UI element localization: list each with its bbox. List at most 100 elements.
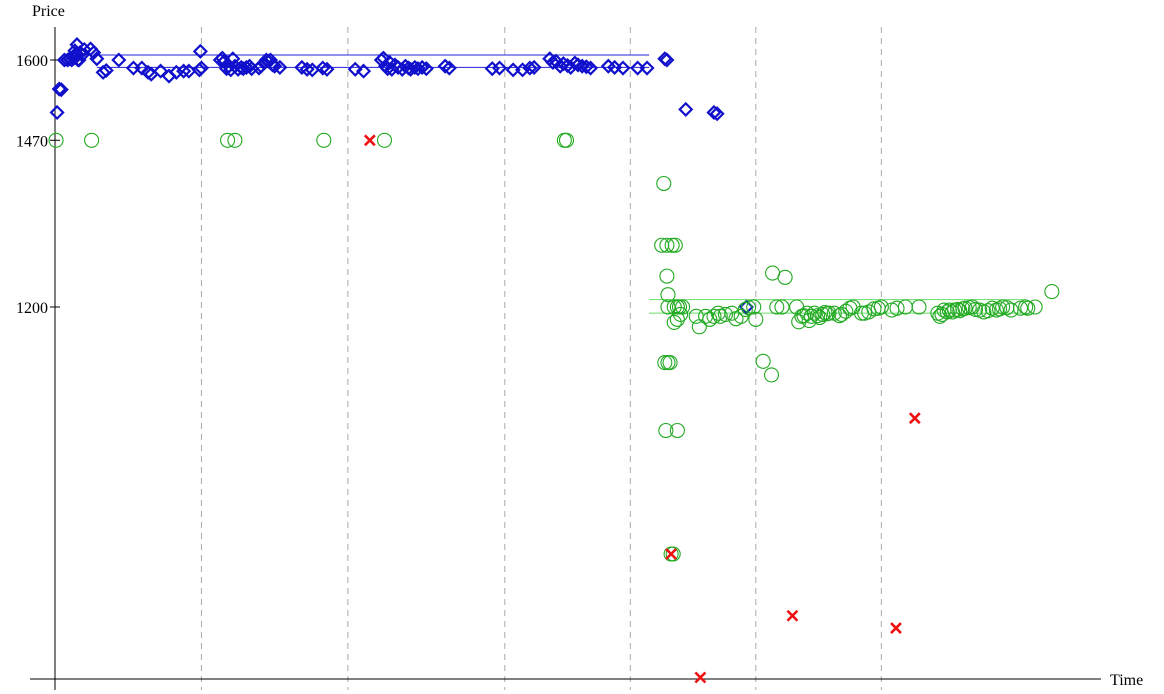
diamond-point bbox=[582, 60, 599, 76]
data-points bbox=[48, 37, 1060, 684]
circle-point bbox=[672, 306, 689, 322]
reference-lines bbox=[96, 54, 1026, 314]
y-ticks: 1600 1470 1200 bbox=[16, 53, 60, 317]
diamond-point bbox=[89, 51, 105, 67]
diamond-point bbox=[125, 60, 142, 76]
y-tick-label: 1200 bbox=[16, 300, 48, 317]
circle-point bbox=[664, 237, 680, 253]
circle-point bbox=[665, 546, 681, 562]
diamond-point bbox=[706, 104, 722, 121]
circle-point bbox=[737, 301, 753, 318]
circle-point bbox=[1018, 299, 1034, 315]
circle-point bbox=[657, 355, 673, 371]
circle-point bbox=[666, 314, 682, 330]
diamond-point bbox=[68, 46, 84, 62]
diamond-point bbox=[390, 59, 406, 75]
diamond-point bbox=[168, 64, 184, 80]
y-tick-label: 1470 bbox=[16, 133, 48, 150]
circle-point bbox=[667, 237, 683, 253]
circle-point bbox=[659, 237, 675, 253]
diamond-point bbox=[134, 60, 150, 76]
circle-point bbox=[957, 300, 973, 316]
circle-point bbox=[316, 132, 332, 148]
circle-point bbox=[991, 301, 1008, 317]
diamond-point bbox=[86, 45, 102, 61]
circle-point bbox=[765, 265, 781, 281]
cross-point bbox=[908, 412, 921, 425]
diamond-point bbox=[574, 58, 590, 74]
circle-point bbox=[980, 303, 996, 319]
circle-point bbox=[669, 422, 685, 439]
diamond-point bbox=[49, 104, 65, 121]
circle-point bbox=[873, 299, 889, 315]
cross-point bbox=[786, 609, 799, 622]
circle-point bbox=[817, 305, 833, 321]
circle-point bbox=[660, 287, 676, 303]
circle-point bbox=[911, 299, 927, 315]
diamond-point bbox=[545, 54, 561, 71]
diamond-point bbox=[98, 62, 114, 79]
circle-point bbox=[48, 132, 64, 148]
circle-point bbox=[227, 132, 243, 148]
circle-point bbox=[702, 311, 718, 327]
circle-point bbox=[1044, 284, 1060, 300]
diamond-point bbox=[356, 63, 372, 79]
diamond-point bbox=[570, 57, 586, 73]
circle-point bbox=[220, 132, 236, 148]
circle-point bbox=[845, 299, 861, 315]
circle-point bbox=[889, 300, 905, 316]
diamond-point bbox=[441, 60, 457, 76]
circle-point bbox=[660, 299, 676, 315]
circle-point bbox=[671, 299, 688, 315]
y-tick-label: 1600 bbox=[16, 53, 48, 70]
circle-point bbox=[748, 311, 764, 327]
diamond-point bbox=[225, 51, 241, 67]
diamond-point bbox=[193, 60, 209, 76]
circle-point bbox=[806, 305, 822, 321]
diamond-point bbox=[615, 60, 631, 76]
diamond-point bbox=[384, 61, 400, 77]
circle-point bbox=[706, 308, 722, 324]
diamond-point bbox=[491, 60, 508, 76]
circle-point bbox=[821, 305, 837, 321]
diamond-point bbox=[262, 52, 279, 68]
circle-point bbox=[691, 319, 707, 335]
y-axis-label: Price bbox=[32, 3, 65, 20]
diamond-point bbox=[299, 61, 315, 77]
circle-point bbox=[967, 301, 984, 318]
circle-point bbox=[1012, 300, 1029, 316]
circle-point bbox=[1003, 302, 1019, 318]
diamond-point bbox=[111, 52, 127, 68]
circle-point bbox=[777, 269, 793, 285]
diamond-point bbox=[563, 59, 579, 75]
cross-point bbox=[363, 134, 376, 147]
circle-point bbox=[763, 367, 780, 383]
diamond-point bbox=[659, 52, 675, 68]
diamond-point bbox=[437, 58, 453, 74]
diamond-point bbox=[639, 60, 655, 76]
circle-point bbox=[656, 175, 672, 192]
circle-point bbox=[669, 311, 685, 327]
cross-point bbox=[890, 622, 902, 635]
diamond-point bbox=[709, 106, 725, 122]
circle-point bbox=[897, 299, 913, 315]
diamond-point bbox=[272, 59, 288, 75]
circle-point bbox=[658, 422, 674, 439]
diamond-point bbox=[53, 82, 69, 98]
diamond-point bbox=[347, 61, 363, 77]
circle-point bbox=[1027, 299, 1043, 315]
circle-point bbox=[84, 132, 100, 148]
diamond-point bbox=[578, 59, 594, 75]
circle-point bbox=[866, 301, 882, 317]
circle-point bbox=[995, 299, 1011, 315]
circle-point bbox=[769, 299, 785, 315]
diamond-point bbox=[176, 63, 192, 79]
circle-point bbox=[662, 355, 678, 371]
diamond-point bbox=[71, 52, 87, 68]
diamond-point bbox=[526, 59, 542, 75]
circle-point bbox=[724, 305, 740, 321]
circle-point bbox=[838, 303, 854, 319]
circle-point bbox=[809, 308, 826, 324]
circle-point bbox=[939, 304, 955, 320]
